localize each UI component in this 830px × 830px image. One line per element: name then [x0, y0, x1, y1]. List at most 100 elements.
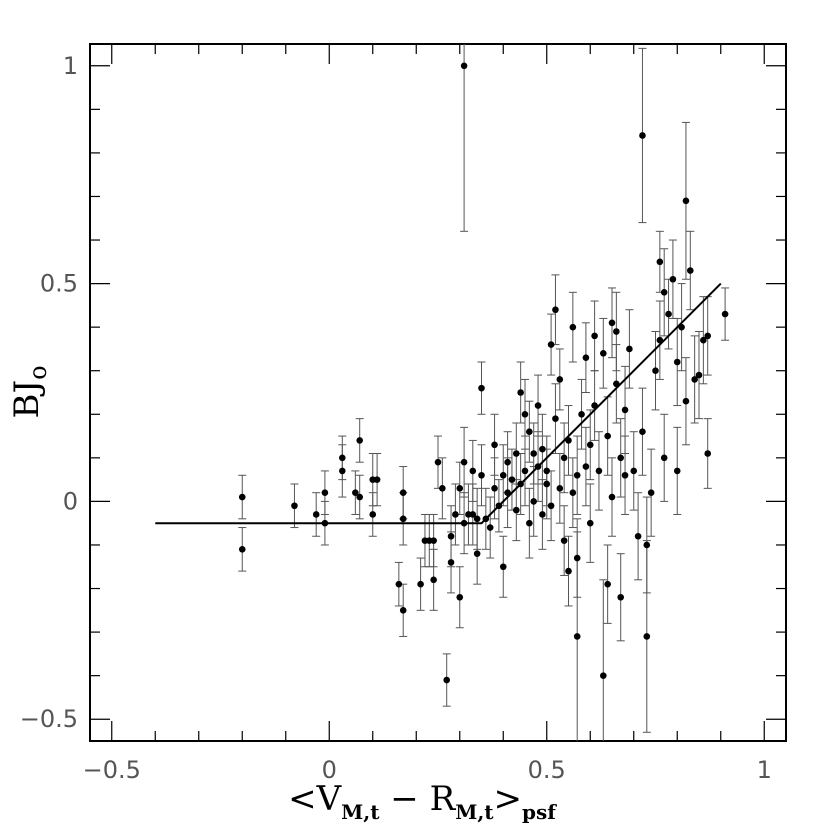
data-point — [617, 454, 624, 462]
y-axis-title-sub: o — [24, 365, 52, 379]
data-point — [534, 463, 542, 470]
x-axis-title-part1: <V — [288, 779, 342, 819]
plot-frame — [89, 43, 787, 742]
data-point — [704, 332, 711, 340]
data-point — [591, 402, 598, 409]
data-point — [469, 511, 477, 518]
data-point — [556, 485, 564, 492]
data-point — [560, 537, 568, 544]
data-point — [595, 467, 603, 475]
data-point — [539, 511, 546, 518]
data-point — [639, 132, 646, 139]
data-point — [665, 310, 672, 318]
data-point — [395, 580, 403, 588]
data-point — [504, 489, 511, 496]
data-point — [682, 397, 690, 405]
data-point — [513, 450, 520, 457]
data-point — [565, 567, 572, 575]
data-point — [682, 197, 690, 205]
data-point — [460, 62, 468, 70]
data-point — [639, 428, 646, 436]
data-point — [556, 376, 564, 383]
data-point — [547, 341, 555, 348]
data-point — [582, 463, 590, 470]
data-point — [534, 402, 542, 409]
x-axis-title-sub1: M,t — [341, 800, 380, 824]
x-axis-title-sub3: psf — [522, 800, 557, 824]
data-point — [626, 345, 633, 353]
data-point — [399, 489, 407, 496]
data-point — [539, 445, 546, 453]
data-point — [499, 563, 507, 571]
data-points — [238, 62, 729, 684]
data-point — [656, 258, 664, 266]
data-point — [613, 328, 620, 335]
data-point — [517, 480, 524, 488]
data-point — [460, 519, 468, 527]
data-point — [613, 380, 620, 388]
data-point — [673, 467, 681, 475]
data-point — [373, 476, 381, 483]
data-point — [339, 467, 346, 475]
data-point — [530, 498, 537, 505]
data-point — [543, 467, 551, 475]
data-point — [543, 480, 551, 488]
data-point — [526, 428, 533, 436]
data-point — [434, 458, 442, 466]
data-point — [691, 376, 698, 383]
data-point — [473, 515, 481, 523]
data-point — [573, 633, 581, 640]
data-point — [495, 502, 503, 510]
data-point — [547, 502, 555, 510]
data-point — [504, 458, 511, 466]
data-point — [369, 511, 377, 518]
data-point — [569, 323, 577, 331]
data-point — [573, 554, 581, 562]
data-point — [647, 489, 655, 496]
y-axis-title: BJo — [7, 365, 52, 418]
y-tick-label: −0.5 — [20, 705, 78, 733]
data-point — [238, 546, 246, 553]
x-tick-label: −0.5 — [83, 756, 141, 784]
data-point — [578, 410, 585, 418]
data-point — [591, 332, 598, 340]
data-point — [604, 580, 611, 588]
data-point — [617, 593, 624, 601]
data-point — [521, 467, 529, 475]
data-point — [321, 519, 329, 527]
data-point — [634, 532, 642, 540]
data-point — [473, 550, 481, 557]
data-point — [356, 437, 364, 444]
data-point — [552, 306, 559, 314]
fit-line — [155, 282, 722, 525]
data-point — [586, 519, 594, 527]
data-point — [460, 458, 468, 466]
x-tick-label: 1 — [757, 756, 772, 784]
data-point — [643, 633, 651, 640]
data-point — [513, 506, 520, 514]
data-point — [695, 371, 703, 379]
data-point — [352, 489, 359, 496]
x-tick-label: 0.5 — [528, 756, 566, 784]
data-point — [339, 454, 346, 462]
data-point — [456, 593, 464, 601]
data-point — [430, 576, 437, 584]
data-point — [521, 410, 529, 418]
data-point — [443, 676, 451, 684]
x-axis-title-sub2: M,t — [455, 800, 494, 824]
data-point — [621, 471, 629, 479]
data-point — [582, 354, 590, 361]
data-point — [499, 471, 507, 479]
data-point — [417, 580, 424, 588]
y-tick-label: 0 — [63, 487, 78, 515]
data-point — [600, 672, 607, 679]
axis-ticks: −0.5 0 0.5 1 −0.5 0 0.5 1 — [20, 44, 786, 784]
data-point — [478, 384, 485, 392]
data-point — [399, 607, 407, 614]
x-axis-title-part3: > — [494, 779, 523, 819]
data-point — [291, 502, 298, 510]
data-point — [452, 511, 459, 518]
data-point — [643, 541, 651, 549]
data-point — [621, 406, 629, 414]
